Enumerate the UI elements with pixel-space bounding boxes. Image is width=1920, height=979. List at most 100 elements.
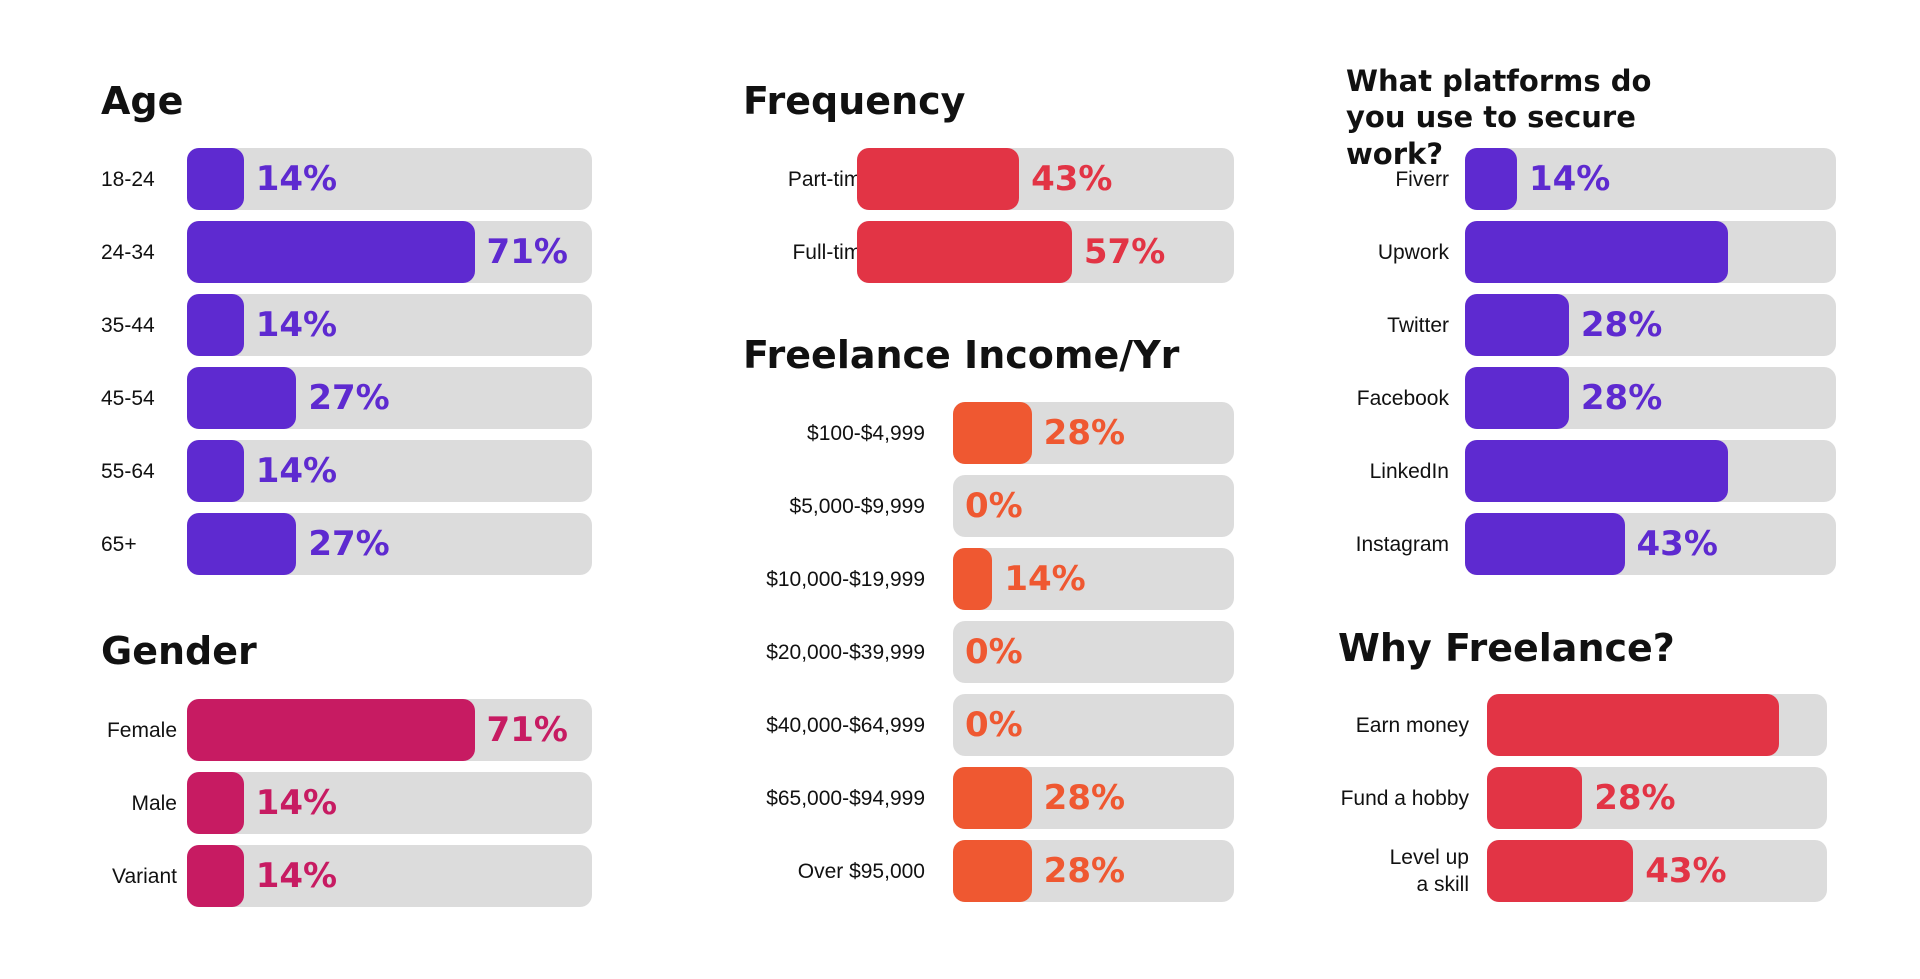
why-category-label: Earn money bbox=[1355, 713, 1469, 737]
age-category-label: 65+ bbox=[101, 532, 137, 556]
platforms-bar bbox=[1465, 221, 1729, 283]
gender-bar bbox=[187, 845, 244, 907]
income-title: Freelance Income/Yr bbox=[743, 333, 1180, 377]
age-category-label: 18-24 bbox=[101, 167, 155, 191]
platforms-bar-track bbox=[1465, 221, 1836, 283]
platforms-category-label: LinkedIn bbox=[1369, 459, 1449, 483]
income-category-label: $100-$4,999 bbox=[807, 421, 925, 445]
gender-bar-track: 71% bbox=[187, 699, 592, 761]
frequency-category-label: Full-time bbox=[792, 240, 873, 264]
income-bar bbox=[953, 840, 1032, 902]
income-category-label: $10,000-$19,999 bbox=[766, 567, 925, 591]
age-value-label: 27% bbox=[308, 378, 390, 418]
platforms-bar bbox=[1465, 440, 1729, 502]
income-bar-track: 28% bbox=[953, 402, 1234, 464]
platforms-value-label: 14% bbox=[1528, 159, 1611, 199]
age-category-label: 45-54 bbox=[101, 386, 155, 410]
income-bar bbox=[953, 767, 1032, 829]
income-value-label: 14% bbox=[1004, 559, 1086, 599]
gender-category-label: Female bbox=[106, 718, 177, 742]
platforms-bar bbox=[1465, 148, 1517, 210]
gender-value-label: 14% bbox=[255, 856, 338, 896]
age-bar-track: 14% bbox=[187, 440, 592, 502]
frequency-value-label: 43% bbox=[1031, 159, 1113, 199]
frequency-bar-track: 57% bbox=[857, 221, 1234, 283]
income-value-label: 0% bbox=[965, 632, 1023, 672]
age-bar bbox=[187, 440, 244, 502]
income-value-label: 28% bbox=[1043, 778, 1126, 818]
income-category-label: Over $95,000 bbox=[797, 859, 925, 883]
income-category-label: $5,000-$9,999 bbox=[789, 494, 925, 518]
why-value-label: 28% bbox=[1594, 778, 1676, 818]
why-bar-track: 43% bbox=[1487, 840, 1827, 902]
income-bar-track: 28% bbox=[953, 767, 1234, 829]
why-bar bbox=[1487, 694, 1780, 756]
age-bar-track: 27% bbox=[187, 367, 592, 429]
why-bar-track bbox=[1487, 694, 1827, 756]
income-value-label: 28% bbox=[1043, 413, 1126, 453]
gender-category-label: Male bbox=[131, 791, 177, 815]
age-value-label: 14% bbox=[255, 451, 338, 491]
age-bar-track: 14% bbox=[187, 148, 592, 210]
income-bar-track: 0% bbox=[953, 621, 1234, 683]
platforms-bar bbox=[1465, 513, 1625, 575]
age-bar bbox=[187, 148, 244, 210]
why-title: Why Freelance? bbox=[1338, 626, 1675, 670]
age-value-label: 71% bbox=[486, 232, 568, 272]
why-bar bbox=[1487, 767, 1583, 829]
income-bar-track: 28% bbox=[953, 840, 1234, 902]
age-bar bbox=[187, 221, 475, 283]
age-value-label: 14% bbox=[255, 159, 338, 199]
platforms-category-label: Fiverr bbox=[1395, 167, 1449, 191]
platforms-category-label: Facebook bbox=[1356, 386, 1449, 410]
platforms-category-label: Twitter bbox=[1387, 313, 1449, 337]
platforms-bar-track: 28% bbox=[1465, 294, 1836, 356]
platforms-bar-track: 14% bbox=[1465, 148, 1836, 210]
income-bar-track: 0% bbox=[953, 694, 1234, 756]
gender-title: Gender bbox=[101, 629, 257, 673]
income-bar bbox=[953, 548, 993, 610]
why-bar-track: 28% bbox=[1487, 767, 1827, 829]
frequency-title: Frequency bbox=[743, 79, 966, 123]
age-category-label: 24-34 bbox=[101, 240, 155, 264]
income-category-label: $40,000-$64,999 bbox=[766, 713, 925, 737]
age-value-label: 14% bbox=[255, 305, 338, 345]
income-bar-track: 0% bbox=[953, 475, 1234, 537]
age-title: Age bbox=[101, 79, 184, 123]
frequency-category-label: Part-time bbox=[787, 167, 873, 191]
frequency-value-label: 57% bbox=[1083, 232, 1166, 272]
frequency-bar bbox=[857, 221, 1072, 283]
gender-bar-track: 14% bbox=[187, 772, 592, 834]
why-value-label: 43% bbox=[1645, 851, 1727, 891]
platforms-bar bbox=[1465, 367, 1569, 429]
income-bar-track: 14% bbox=[953, 548, 1234, 610]
age-bar-track: 14% bbox=[187, 294, 592, 356]
platforms-bar-track: 28% bbox=[1465, 367, 1836, 429]
income-category-label: $65,000-$94,999 bbox=[766, 786, 925, 810]
why-category-label: Fund a hobby bbox=[1340, 786, 1469, 810]
gender-bar bbox=[187, 699, 475, 761]
income-value-label: 0% bbox=[965, 705, 1023, 745]
gender-bar-track: 14% bbox=[187, 845, 592, 907]
age-bar bbox=[187, 513, 297, 575]
why-category-label: Level up a skill bbox=[1389, 846, 1469, 896]
income-value-label: 28% bbox=[1043, 851, 1126, 891]
gender-value-label: 14% bbox=[255, 783, 338, 823]
age-category-label: 55-64 bbox=[101, 459, 155, 483]
age-bar-track: 71% bbox=[187, 221, 592, 283]
platforms-bar bbox=[1465, 294, 1569, 356]
age-bar bbox=[187, 294, 244, 356]
why-bar bbox=[1487, 840, 1634, 902]
income-category-label: $20,000-$39,999 bbox=[766, 640, 925, 664]
platforms-category-label: Instagram bbox=[1355, 532, 1449, 556]
frequency-bar bbox=[857, 148, 1020, 210]
platforms-value-label: 28% bbox=[1580, 305, 1663, 345]
age-value-label: 27% bbox=[308, 524, 390, 564]
age-category-label: 35-44 bbox=[101, 313, 155, 337]
gender-bar bbox=[187, 772, 244, 834]
frequency-bar-track: 43% bbox=[857, 148, 1234, 210]
age-bar-track: 27% bbox=[187, 513, 592, 575]
platforms-bar-track bbox=[1465, 440, 1836, 502]
gender-value-label: 71% bbox=[486, 710, 568, 750]
gender-category-label: Variant bbox=[112, 864, 177, 888]
